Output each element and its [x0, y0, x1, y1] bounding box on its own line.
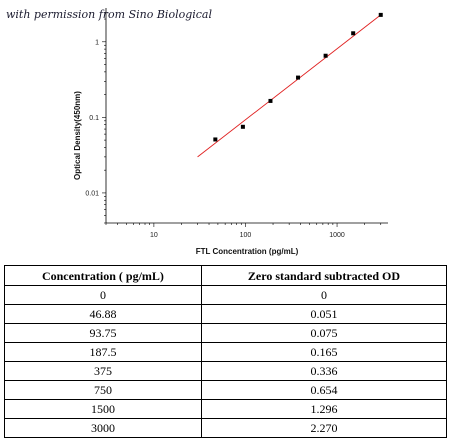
concentration-cell: 0	[4, 285, 202, 305]
concentration-cell: 46.88	[4, 304, 202, 324]
x-tick-label: 10	[150, 232, 158, 239]
table-row: 93.75 0.075	[4, 323, 448, 343]
y-axis-title: Optical Density(450nm)	[73, 91, 82, 180]
data-point	[213, 137, 218, 142]
fit-line	[197, 14, 382, 158]
od-cell: 0.165	[200, 342, 448, 362]
concentration-cell: 750	[4, 380, 202, 400]
y-tick-label: 0.01	[85, 190, 99, 197]
header-concentration: Concentration ( pg/mL)	[4, 265, 202, 286]
data-point	[296, 75, 301, 80]
standard-curve-chart: 10 100 1000 0.01 0.1 1 FTL Concentration (pg/m…	[73, 8, 388, 256]
standard-data-table: Concentration ( pg/mL) Zero standard sub…	[4, 265, 448, 438]
od-cell: 0.051	[200, 304, 448, 324]
y-tick-label: 1	[95, 39, 99, 46]
concentration-cell: 93.75	[4, 323, 202, 343]
table-header-row: Concentration ( pg/mL) Zero standard sub…	[4, 265, 448, 286]
concentration-cell: 3000	[4, 418, 202, 438]
od-cell: 1.296	[200, 399, 448, 419]
permission-watermark: with permission from Sino Biological	[6, 8, 213, 21]
y-tick-label: 0.1	[89, 115, 99, 122]
od-cell: 0.336	[200, 361, 448, 381]
table-row: 3000 2.270	[4, 418, 448, 438]
data-point	[323, 53, 328, 58]
x-tick-label: 100	[240, 232, 252, 239]
x-tick-label: 1000	[329, 232, 345, 239]
table-row: 750 0.654	[4, 380, 448, 400]
table-row: 46.88 0.051	[4, 304, 448, 324]
od-cell: 2.270	[200, 418, 448, 438]
od-cell: 0	[200, 285, 448, 305]
concentration-cell: 187.5	[4, 342, 202, 362]
data-point	[240, 124, 245, 129]
data-point	[378, 12, 383, 17]
data-point	[351, 31, 356, 36]
table-row: 0 0	[4, 285, 448, 305]
data-point	[268, 98, 273, 103]
concentration-cell: 1500	[4, 399, 202, 419]
concentration-cell: 375	[4, 361, 202, 381]
table-row: 187.5 0.165	[4, 342, 448, 362]
od-cell: 0.075	[200, 323, 448, 343]
table-row: 1500 1.296	[4, 399, 448, 419]
table-row: 375 0.336	[4, 361, 448, 381]
header-od: Zero standard subtracted OD	[200, 265, 448, 286]
x-axis-title: FTL Concentration (pg/mL)	[196, 247, 299, 256]
od-cell: 0.654	[200, 380, 448, 400]
